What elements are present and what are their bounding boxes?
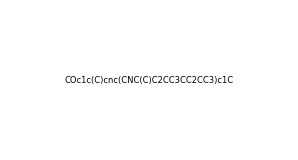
Text: COc1c(C)cnc(CNC(C)C2CC3CC2CC3)c1C: COc1c(C)cnc(CNC(C)C2CC3CC2CC3)c1C (64, 76, 234, 84)
